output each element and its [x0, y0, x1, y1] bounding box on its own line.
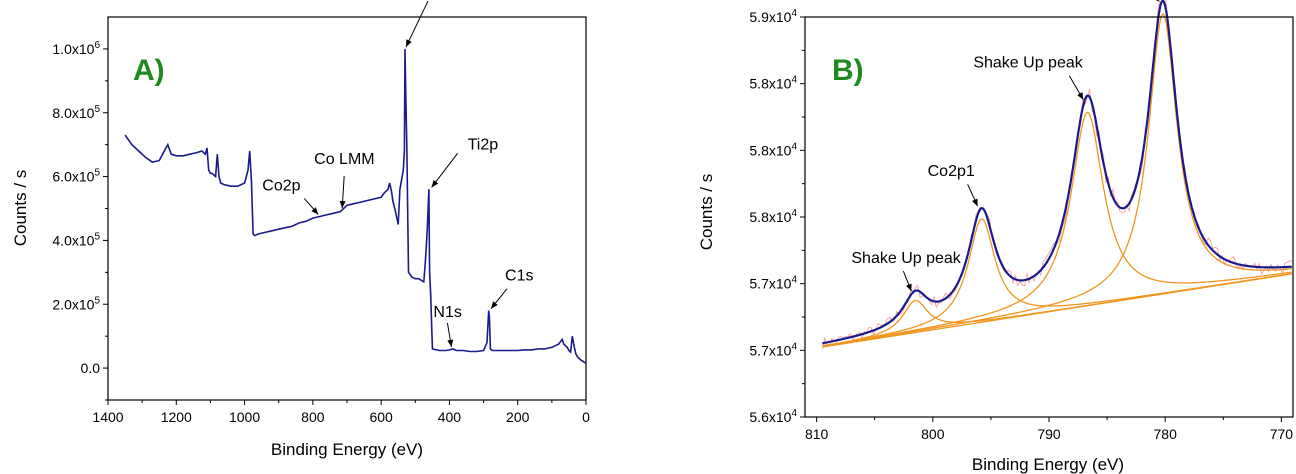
y-tick-label: 1.0x106 — [52, 40, 100, 57]
peak-arrow — [303, 198, 319, 215]
panel-a-series — [124, 48, 587, 364]
y-tick-label: 5.8x104 — [749, 75, 797, 92]
x-tick-label: 810 — [805, 426, 829, 442]
peak-annotation: C1s — [505, 268, 533, 285]
y-tick-label: 5.9x104 — [749, 8, 797, 25]
fit-component-line — [822, 111, 1292, 347]
y-tick-label: 8.0x105 — [52, 104, 100, 121]
panel-b-y-ticks: 5.6x104 5.7x104 5.7x104 5.8x104 5.8x104 5.8x1… — [749, 8, 805, 425]
panel-a-plot-frame — [107, 16, 587, 401]
x-tick-label: 780 — [1154, 426, 1178, 442]
peak-arrow — [902, 270, 912, 292]
panel-b-series — [821, 0, 1292, 349]
x-tick-label: 1000 — [229, 409, 260, 425]
x-tick-label: 790 — [1037, 426, 1061, 442]
panel-a-x-axis-title: Binding Energy (eV) — [271, 440, 423, 459]
peak-annotation: Shake Up peak — [973, 55, 1083, 72]
y-tick-label: 5.7x104 — [749, 341, 797, 358]
x-tick-label: 400 — [438, 409, 462, 425]
fit-component-line — [822, 12, 1292, 347]
peak-annotation: Ti2p — [468, 136, 499, 153]
peak-arrow — [490, 288, 508, 309]
panel-a-y-ticks: 0.0 2.0x105 4.0x105 6.0x105 8.0x105 1.0x106 — [52, 40, 108, 401]
panel-a-x-ticks: 1400 1200 1000 800 600 400 200 0 — [92, 400, 590, 425]
y-tick-label: 2.0x105 — [52, 295, 100, 312]
x-tick-label: 0 — [582, 409, 590, 425]
panel-b-label: B) — [832, 54, 864, 87]
x-tick-label: 1400 — [92, 409, 123, 425]
panel-a-y-axis-title: Counts / s — [11, 170, 30, 247]
peak-annotation: Co LMM — [314, 151, 374, 168]
y-tick-label: 5.6x104 — [749, 408, 797, 425]
x-tick-label: 800 — [301, 409, 325, 425]
y-tick-label: 5.8x104 — [749, 141, 797, 158]
peak-arrow — [431, 153, 459, 188]
x-tick-label: 600 — [369, 409, 393, 425]
panel-b-chart: 810 800 790 780 770 5.6x104 5.7x104 5.7x104 5.8… — [697, 0, 1294, 474]
peak-arrow — [446, 322, 454, 348]
panel-a-chart: 1400 1200 1000 800 600 400 200 0 0.0 2.0x105 4.0x… — [11, 0, 590, 459]
y-tick-label: 6.0x105 — [52, 168, 100, 185]
peak-annotation: Co2p — [262, 177, 300, 194]
fit-component-line — [822, 218, 1292, 347]
x-tick-label: 200 — [506, 409, 530, 425]
x-tick-label: 800 — [921, 426, 945, 442]
y-tick-label: 5.7x104 — [749, 275, 797, 292]
envelope-fit-line — [822, 0, 1292, 345]
y-tick-label: 0.0 — [81, 360, 101, 376]
peak-arrow — [1068, 75, 1084, 100]
raw-spectrum-line — [821, 0, 1292, 349]
peak-arrow — [1155, 0, 1160, 2]
peak-annotation: N1s — [433, 304, 461, 321]
x-tick-label: 1200 — [161, 409, 192, 425]
peak-arrow — [967, 183, 979, 207]
panel-b-x-ticks: 810 800 790 780 770 — [805, 417, 1293, 442]
peak-arrow — [405, 0, 429, 48]
y-tick-label: 4.0x105 — [52, 231, 100, 248]
peak-annotation: Shake Up peak — [851, 250, 961, 267]
x-tick-label: 770 — [1270, 426, 1294, 442]
panel-b-x-axis-title: Binding Energy (eV) — [972, 455, 1124, 474]
peak-annotation: Co2p1 — [928, 163, 975, 180]
survey-spectrum-line — [124, 48, 587, 364]
peak-arrow — [339, 176, 346, 209]
panel-a-label: A) — [133, 54, 165, 87]
panel-b-y-axis-title: Counts / s — [697, 174, 716, 251]
panel-b-plot-frame — [804, 16, 1294, 418]
y-tick-label: 5.8x104 — [749, 208, 797, 225]
